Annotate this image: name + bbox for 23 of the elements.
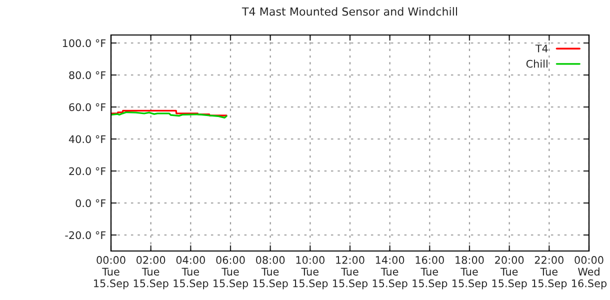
x-tick-label: 08:00 Tue 15.Sep: [253, 256, 288, 290]
x-tick-label: 02:00 Tue 15.Sep: [134, 256, 168, 290]
x-tick-label: 00:00 Wed 16.Sep: [572, 256, 607, 290]
x-tick-label: 12:00 Tue 15.Sep: [333, 256, 368, 290]
x-tick-label: 10:00 Tue 15.Sep: [293, 256, 328, 290]
x-tick-label: 16:00 Tue 15.Sep: [412, 256, 448, 290]
x-tick-label: 22:00 Tue 15.Sep: [532, 256, 567, 290]
x-tick-label: 04:00 Tue 15.Sep: [174, 256, 208, 290]
y-tick-label: 40.0 °F: [68, 135, 106, 144]
y-tick-label: 100.0 °F: [62, 39, 106, 48]
legend-label: T4: [535, 44, 548, 52]
y-tick-label: -20.0 °F: [65, 231, 106, 240]
x-tick-label: 00:00 Tue 15.Sep: [94, 256, 129, 290]
legend-label: Chill: [526, 60, 548, 68]
y-tick-label: 0.0 °F: [76, 199, 106, 208]
y-tick-label: 60.0 °F: [69, 103, 106, 112]
x-tick-label: 18:00 Tue 15.Sep: [452, 256, 488, 290]
x-tick-label: 20:00 Tue 15.Sep: [492, 256, 527, 290]
chart-title: T4 Mast Mounted Sensor and Windchill: [242, 7, 458, 16]
y-tick-label: 80.0 °F: [69, 71, 106, 80]
y-tick-label: 20.0 °F: [69, 167, 106, 176]
x-tick-label: 14:00 Tue 15.Sep: [372, 256, 408, 290]
x-tick-label: 06:00 Tue 15.Sep: [214, 256, 248, 290]
